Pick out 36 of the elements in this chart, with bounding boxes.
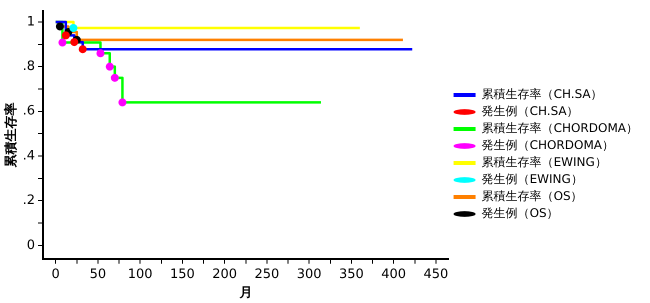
x-tick-label: 200	[212, 266, 238, 282]
point	[69, 24, 78, 32]
x-tick-label: 250	[254, 266, 280, 282]
legend-label: 累積生存率（CH.SA）	[482, 87, 603, 102]
x-tick-label: 150	[170, 266, 195, 282]
x-tick-label: 50	[90, 266, 106, 282]
y-tick-label: 1	[26, 14, 36, 30]
x-tick-label: 450	[423, 266, 448, 282]
y-tick-label: 0	[26, 238, 36, 253]
point	[118, 98, 126, 106]
point	[106, 62, 114, 71]
legend-label: 発生例（CH.SA）	[482, 104, 579, 118]
legend-label: 発生例（OS）	[482, 206, 559, 220]
point	[70, 38, 78, 46]
y-tick-label: .4	[22, 148, 36, 164]
x-tick-label: 0	[52, 266, 60, 282]
point	[78, 45, 87, 54]
y-tick-label: .2	[22, 193, 36, 208]
legend-label: 累積生存率（EWING）	[482, 155, 607, 170]
y-axis-title: 累積生存率	[3, 102, 20, 168]
x-tick-label: 350	[338, 266, 364, 282]
x-tick-label: 300	[296, 266, 322, 282]
x-tick-label: 100	[128, 266, 153, 282]
point	[110, 74, 119, 82]
legend-label: 累積生存率（OS）	[482, 189, 583, 204]
legend-label: 発生例（CHORDOMA）	[482, 138, 614, 152]
legend-label: 累積生存率（CHORDOMA）	[482, 121, 638, 136]
point	[62, 31, 70, 40]
y-tick-label: .6	[22, 104, 36, 119]
x-axis-title: 月	[238, 286, 252, 301]
y-tick-label: .8	[22, 59, 36, 74]
point	[58, 38, 66, 47]
legend-label: 発生例（EWING）	[482, 172, 583, 186]
point	[56, 22, 64, 30]
x-tick-label: 400	[381, 266, 406, 282]
point	[96, 49, 104, 58]
